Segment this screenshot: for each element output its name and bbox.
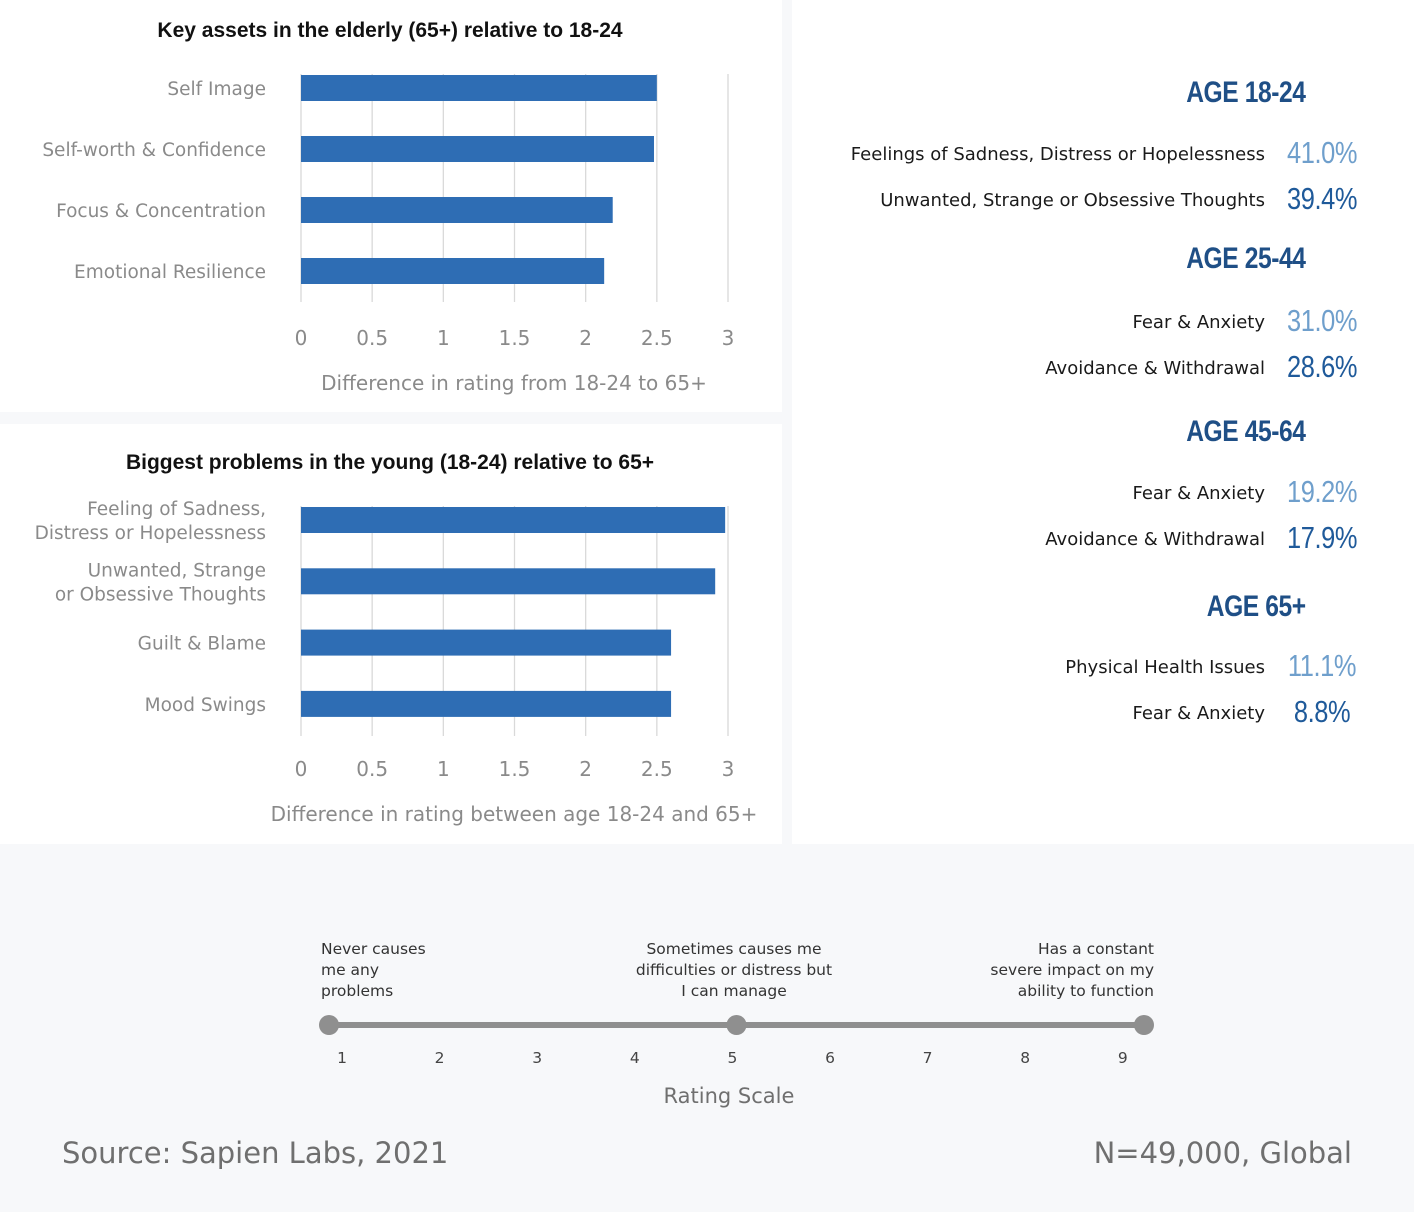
assets-bar-chart: Key assets in the elderly (65+) relative… — [42, 19, 735, 395]
category-label: Feeling of Sadness, — [87, 499, 266, 520]
scale-tick-label: 2 — [435, 1049, 445, 1067]
age-group-title: AGE 45-64 — [1186, 415, 1307, 448]
scale-tick-label: 5 — [727, 1049, 737, 1067]
x-tick-label: 1 — [437, 326, 450, 350]
source-note: Source: Sapien Labs, 2021 — [62, 1136, 449, 1170]
scale-tick-label: 3 — [532, 1049, 542, 1067]
age-group-title: AGE 18-24 — [1186, 76, 1307, 109]
scale-tick-label: 6 — [825, 1049, 835, 1067]
category-label: Mood Swings — [145, 695, 266, 716]
scale-tick-label: 1 — [337, 1049, 347, 1067]
scale-tick-label: 7 — [923, 1049, 933, 1067]
issue-percentage: 41.0% — [1286, 135, 1358, 170]
x-tick-label: 0.5 — [356, 326, 388, 350]
scale-anchor-label: difficulties or distress but — [636, 961, 832, 979]
scale-anchor-label: me any — [321, 961, 379, 979]
bar — [301, 568, 716, 595]
x-tick-label: 3 — [722, 757, 735, 781]
x-tick-label: 1.5 — [499, 326, 531, 350]
x-tick-label: 0 — [295, 326, 308, 350]
x-tick-label: 0.5 — [356, 757, 388, 781]
bar — [301, 136, 654, 162]
x-tick-label: 0 — [295, 757, 308, 781]
sample-note: N=49,000, Global — [1093, 1136, 1352, 1170]
x-axis-title: Difference in rating from 18-24 to 65+ — [321, 371, 707, 395]
issue-percentage: 39.4% — [1286, 181, 1358, 216]
issue-label: Avoidance & Withdrawal — [1045, 529, 1265, 550]
x-tick-label: 2.5 — [641, 757, 673, 781]
scale-marker — [726, 1015, 747, 1035]
issue-label: Fear & Anxiety — [1132, 312, 1265, 333]
chart-title: Biggest problems in the young (18-24) re… — [126, 451, 654, 474]
bar — [301, 75, 657, 101]
issue-percentage: 11.1% — [1287, 648, 1357, 683]
bar — [301, 629, 672, 656]
issue-percentage: 8.8% — [1293, 694, 1351, 729]
scale-tick-label: 4 — [630, 1049, 640, 1067]
age-group-title: AGE 65+ — [1206, 590, 1306, 623]
x-tick-label: 1 — [437, 757, 450, 781]
issue-label: Fear & Anxiety — [1132, 483, 1265, 504]
issue-label: Unwanted, Strange or Obsessive Thoughts — [880, 190, 1265, 211]
issue-label: Fear & Anxiety — [1132, 703, 1265, 724]
scale-anchor-label: I can manage — [681, 982, 787, 1000]
bar — [301, 507, 726, 533]
scale-tick-label: 9 — [1118, 1049, 1128, 1067]
scale-anchor-label: ability to function — [1018, 982, 1154, 1000]
scale-anchor-label: Sometimes causes me — [646, 940, 821, 958]
assets-chart-panel: Key assets in the elderly (65+) relative… — [0, 0, 782, 412]
scale-anchor-label: Never causes — [321, 940, 426, 958]
issue-percentage: 19.2% — [1286, 474, 1358, 509]
category-label: or Obsessive Thoughts — [55, 584, 266, 605]
scale-tick-label: 8 — [1020, 1049, 1030, 1067]
age-group-title: AGE 25-44 — [1186, 242, 1307, 275]
category-label: Guilt & Blame — [138, 634, 266, 655]
problems-chart-panel: Biggest problems in the young (18-24) re… — [0, 424, 782, 844]
category-label: Distress or Hopelessness — [35, 523, 266, 544]
x-tick-label: 3 — [722, 326, 735, 350]
category-label: Unwanted, Strange — [88, 560, 266, 581]
scale-anchor-label: Has a constant — [1038, 940, 1154, 958]
x-tick-label: 2 — [579, 757, 592, 781]
issue-label: Avoidance & Withdrawal — [1045, 358, 1265, 379]
scale-title: Rating Scale — [664, 1084, 795, 1108]
chart-title: Key assets in the elderly (65+) relative… — [157, 19, 622, 42]
scale-anchor-label: severe impact on my — [990, 961, 1154, 979]
x-axis-title: Difference in rating between age 18-24 a… — [271, 802, 758, 826]
category-label: Self Image — [167, 79, 266, 100]
category-label: Focus & Concentration — [56, 201, 266, 222]
scale-marker — [319, 1015, 339, 1035]
issue-percentage: 17.9% — [1286, 520, 1358, 555]
scale-marker — [1134, 1015, 1154, 1035]
x-tick-label: 2.5 — [641, 326, 673, 350]
issue-label: Physical Health Issues — [1065, 657, 1265, 678]
issue-percentage: 28.6% — [1286, 349, 1358, 384]
x-tick-label: 2 — [579, 326, 592, 350]
bar — [301, 197, 613, 223]
bar — [301, 258, 605, 284]
category-label: Emotional Resilience — [74, 262, 266, 283]
problems-bar-chart: Biggest problems in the young (18-24) re… — [35, 451, 758, 826]
issue-percentage: 31.0% — [1286, 303, 1358, 338]
scale-anchor-label: problems — [321, 982, 393, 1000]
bar — [301, 690, 672, 717]
age-group-panel: AGE 18-24 Feelings of Sadness, Distress o… — [792, 0, 1414, 844]
category-label: Self-worth & Confidence — [42, 140, 266, 161]
issue-label: Feelings of Sadness, Distress or Hopeles… — [850, 144, 1265, 165]
x-tick-label: 1.5 — [499, 757, 531, 781]
